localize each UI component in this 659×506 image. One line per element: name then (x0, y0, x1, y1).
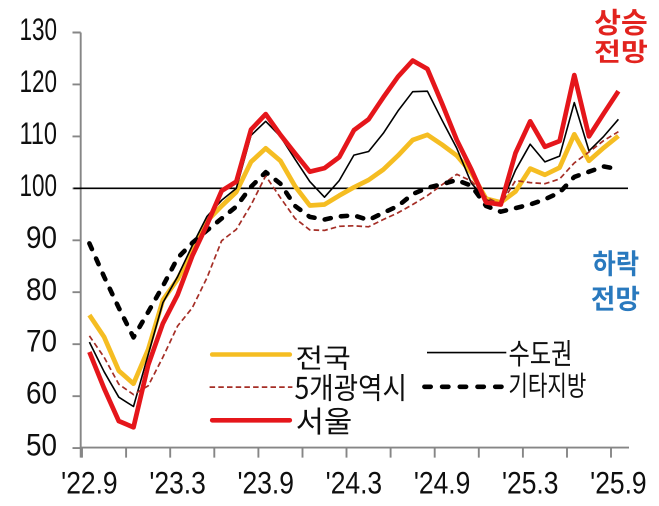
svg-text:'22.9: '22.9 (61, 465, 118, 501)
svg-text:'25.3: '25.3 (502, 465, 559, 501)
svg-text:70: 70 (26, 323, 57, 359)
svg-text:60: 60 (26, 375, 57, 411)
svg-text:'24.3: '24.3 (326, 465, 383, 501)
svg-text:80: 80 (26, 271, 57, 307)
svg-text:100: 100 (20, 167, 58, 203)
svg-text:'23.9: '23.9 (237, 465, 294, 501)
svg-text:120: 120 (20, 63, 58, 99)
svg-text:110: 110 (20, 115, 58, 151)
svg-text:90: 90 (26, 219, 57, 255)
svg-text:'24.9: '24.9 (414, 465, 471, 501)
svg-text:130: 130 (20, 11, 58, 47)
svg-text:'23.3: '23.3 (149, 465, 206, 501)
svg-text:'25.9: '25.9 (590, 465, 647, 501)
svg-text:50: 50 (26, 427, 57, 463)
